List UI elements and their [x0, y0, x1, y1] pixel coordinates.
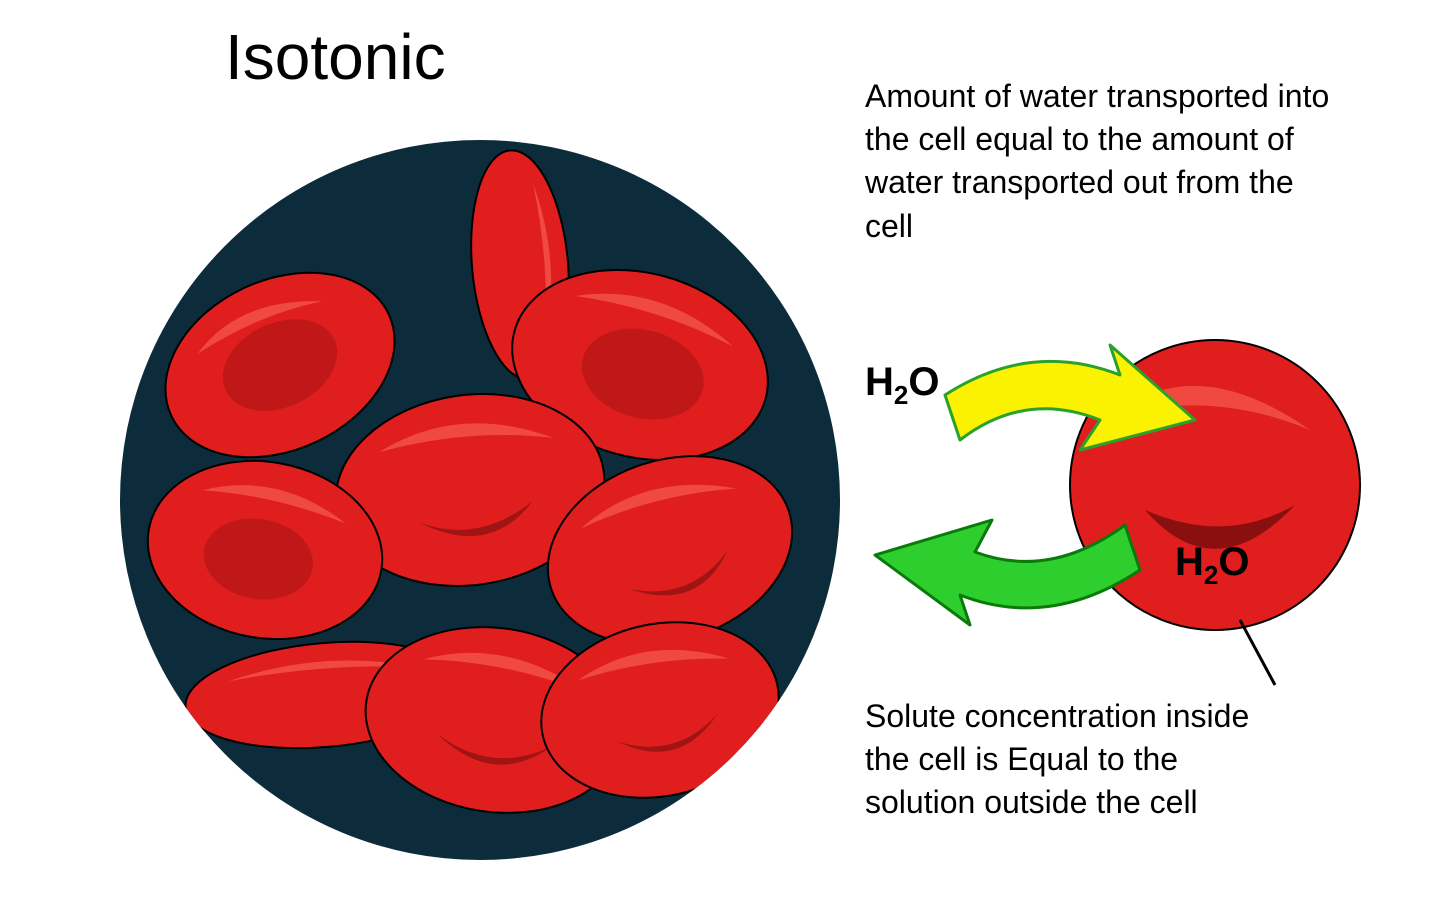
- description-top: Amount of water transported into the cel…: [865, 75, 1345, 248]
- petri-dish-illustration: [100, 120, 860, 880]
- pointer-line: [1240, 620, 1275, 685]
- description-bottom: Solute concentration inside the cell is …: [865, 695, 1285, 825]
- h2o-in-label: H2O: [865, 360, 939, 411]
- diagram-title: Isotonic: [225, 20, 446, 94]
- h2o-out-label: H2O: [1175, 540, 1249, 591]
